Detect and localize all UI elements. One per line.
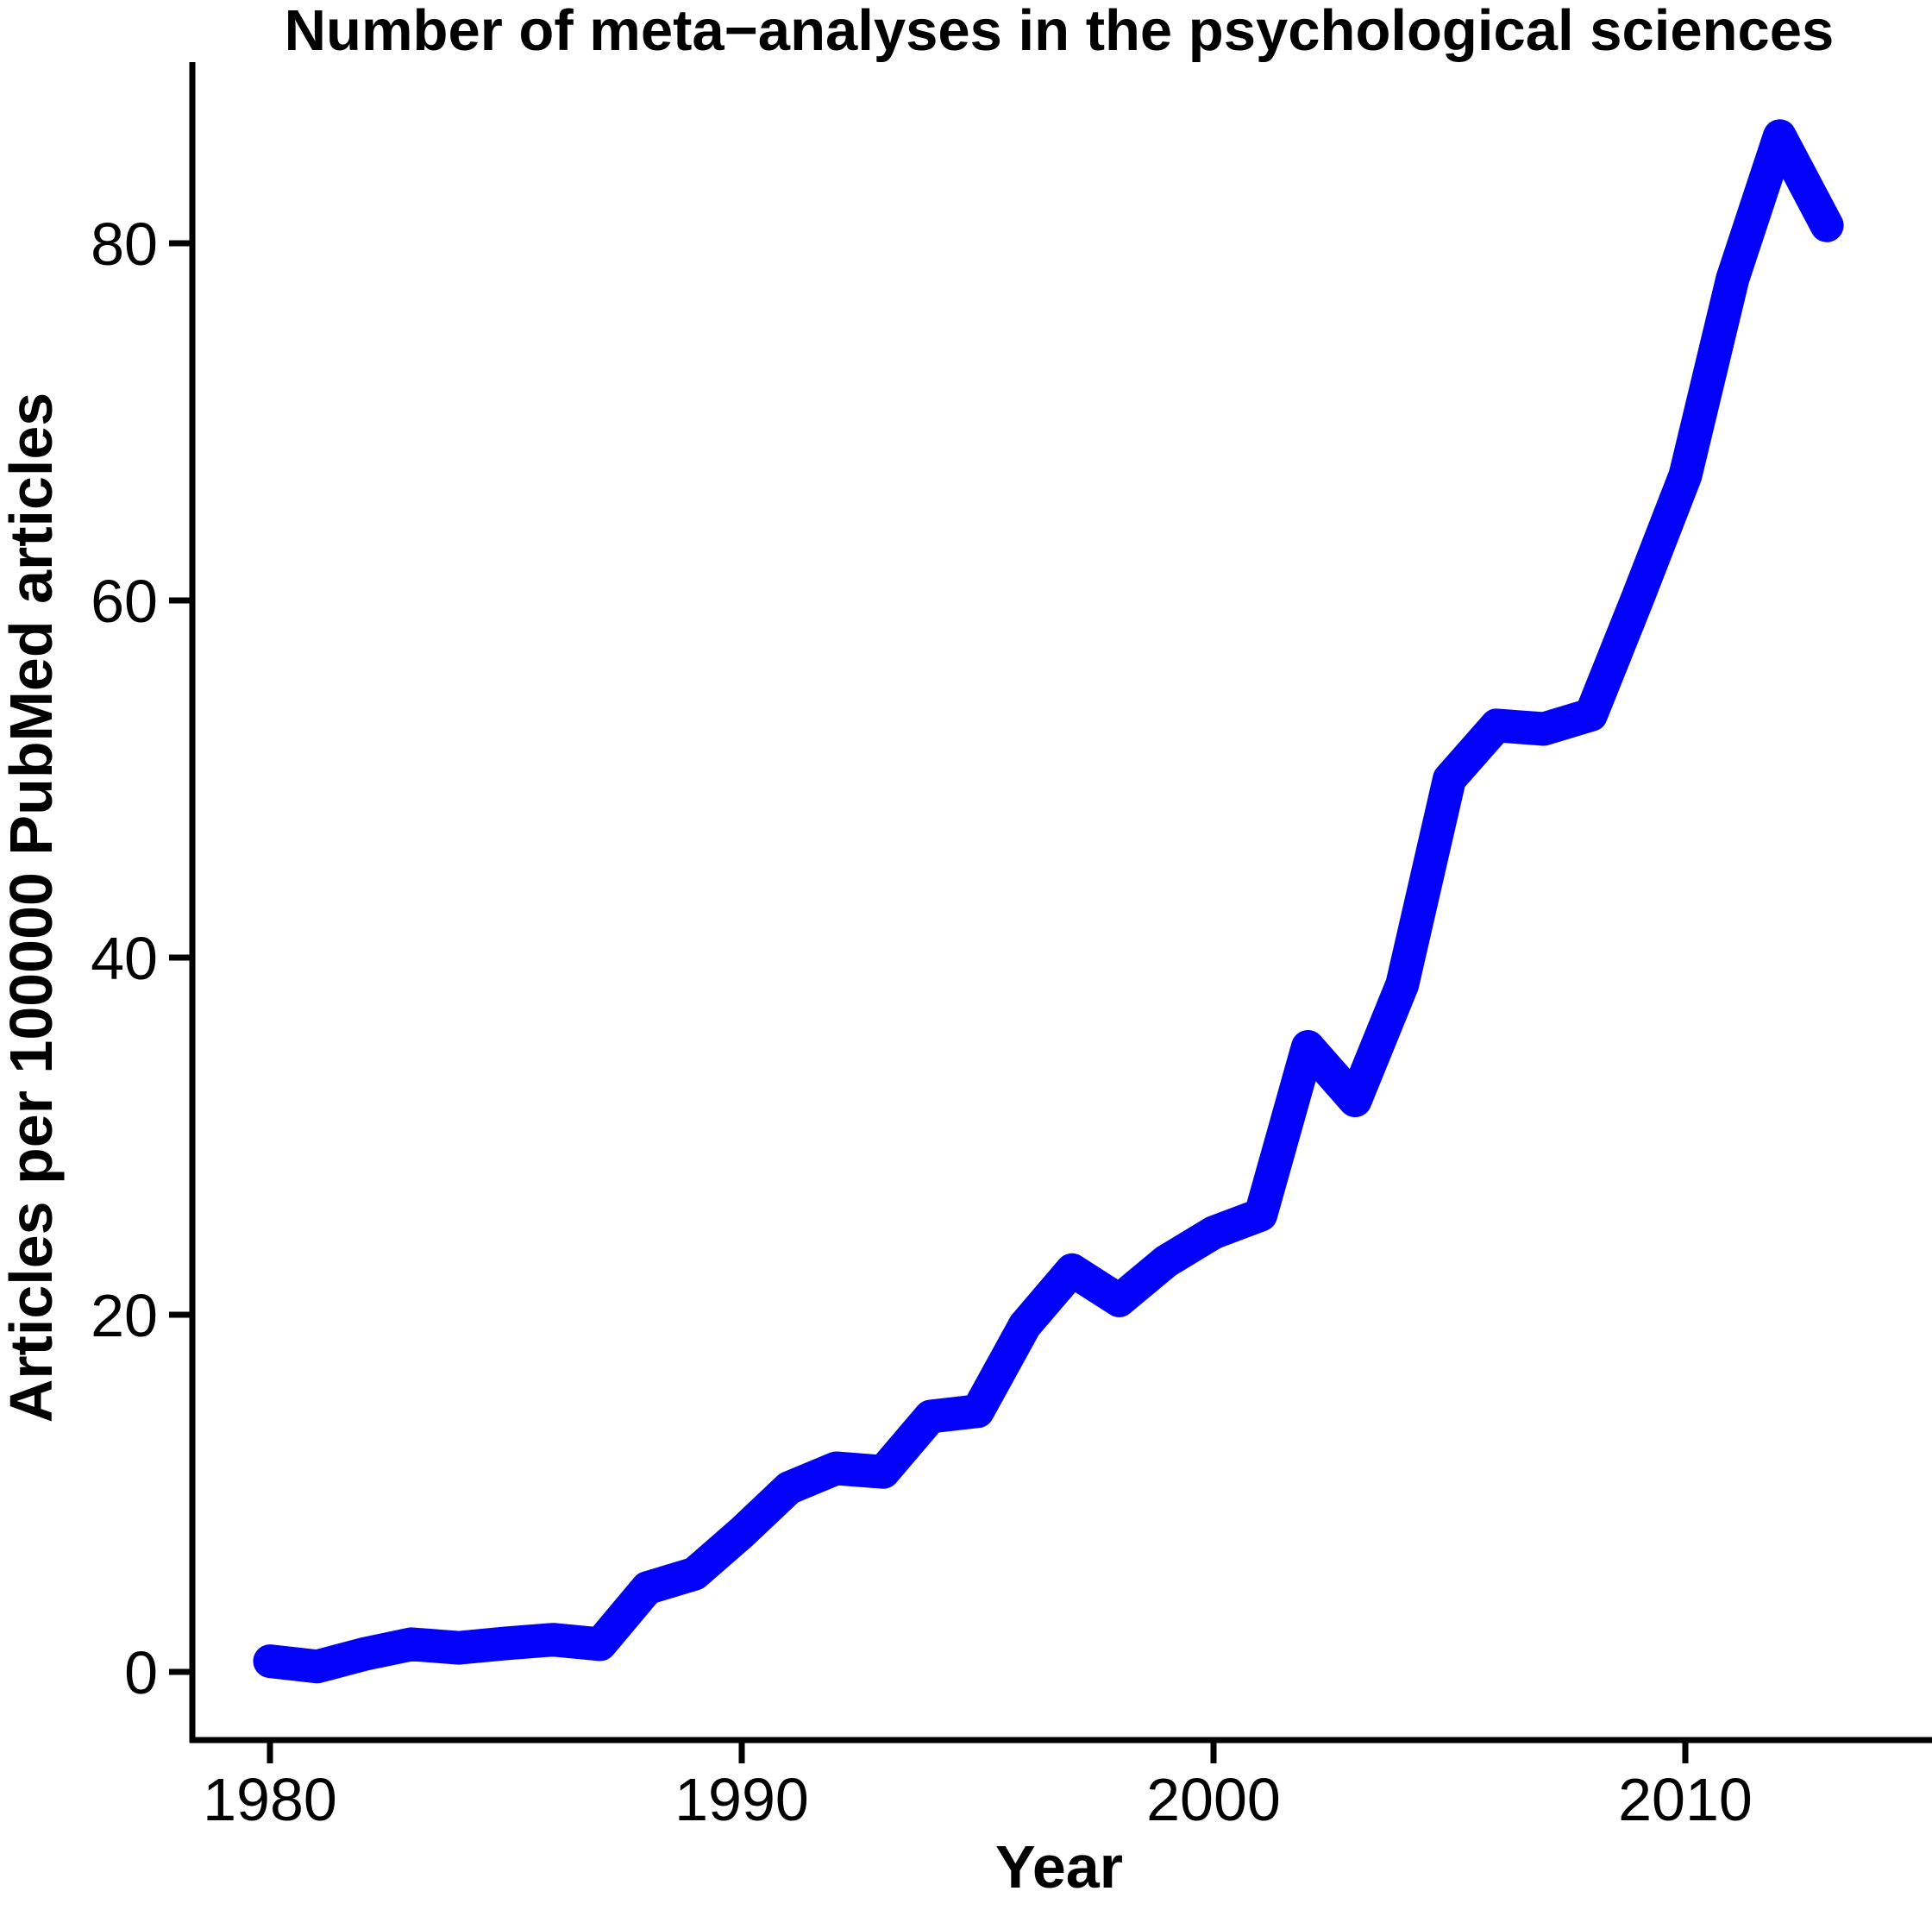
chart-title: Number of meta−analyses in the psycholog…	[285, 0, 1835, 63]
x-axis-ticks: 1980 1990 2000 2010	[203, 1740, 1753, 1833]
y-tick-label: 40	[91, 925, 158, 992]
y-axis-title: Articles per 100000 PubMed articles	[0, 393, 65, 1423]
y-axis-ticks: 0 20 40 60 80	[91, 210, 192, 1706]
x-tick-label: 2010	[1618, 1766, 1753, 1833]
y-tick-label: 20	[91, 1282, 158, 1349]
x-axis-title: Year	[995, 1833, 1123, 1901]
y-tick-label: 0	[124, 1639, 158, 1706]
x-tick-label: 1990	[674, 1766, 809, 1833]
y-tick-label: 60	[91, 568, 158, 635]
x-tick-label: 1980	[203, 1766, 337, 1833]
y-tick-label: 80	[91, 210, 158, 278]
data-series-line	[253, 119, 1844, 1684]
x-tick-label: 2000	[1146, 1766, 1281, 1833]
